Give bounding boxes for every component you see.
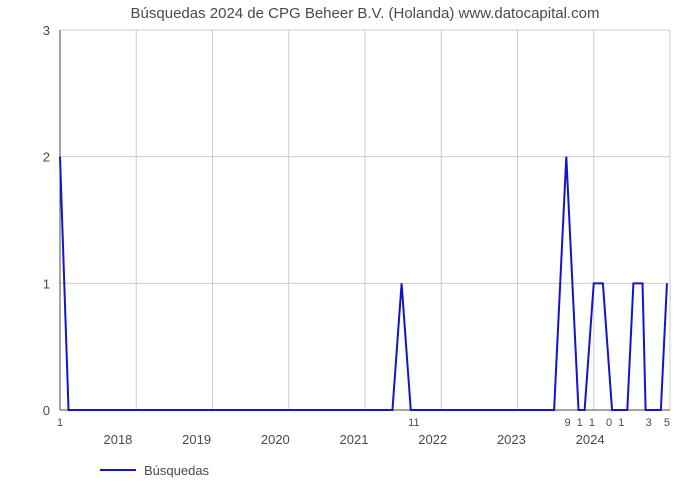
xtick-year-label: 2022 [418, 432, 447, 447]
xtick-minor-label: 1 [589, 417, 595, 429]
xtick-minor-label: 11 [408, 417, 419, 429]
xtick-minor-label: 1 [577, 417, 583, 429]
xtick-minor-label: 3 [646, 417, 652, 429]
legend-label: Búsquedas [144, 463, 210, 478]
xtick-year-label: 2019 [182, 432, 211, 447]
xtick-year-label: 2020 [261, 432, 290, 447]
ytick-label: 2 [43, 150, 50, 165]
xtick-minor-label: 5 [664, 417, 670, 429]
ytick-label: 3 [43, 23, 50, 38]
xtick-minor-label: 1 [618, 417, 624, 429]
xtick-year-label: 2024 [576, 432, 605, 447]
xtick-minor-label: 1 [57, 417, 63, 429]
xtick-year-label: 2021 [340, 432, 369, 447]
xtick-minor-label: 0 [606, 417, 612, 429]
xtick-year-label: 2018 [103, 432, 132, 447]
line-chart: 0123111911013520182019202020212022202320… [0, 0, 700, 500]
xtick-minor-label: 9 [564, 417, 570, 429]
ytick-label: 1 [43, 276, 50, 291]
xtick-year-label: 2023 [497, 432, 526, 447]
ytick-label: 0 [43, 403, 50, 418]
chart-title: Búsquedas 2024 de CPG Beheer B.V. (Holan… [131, 5, 600, 22]
